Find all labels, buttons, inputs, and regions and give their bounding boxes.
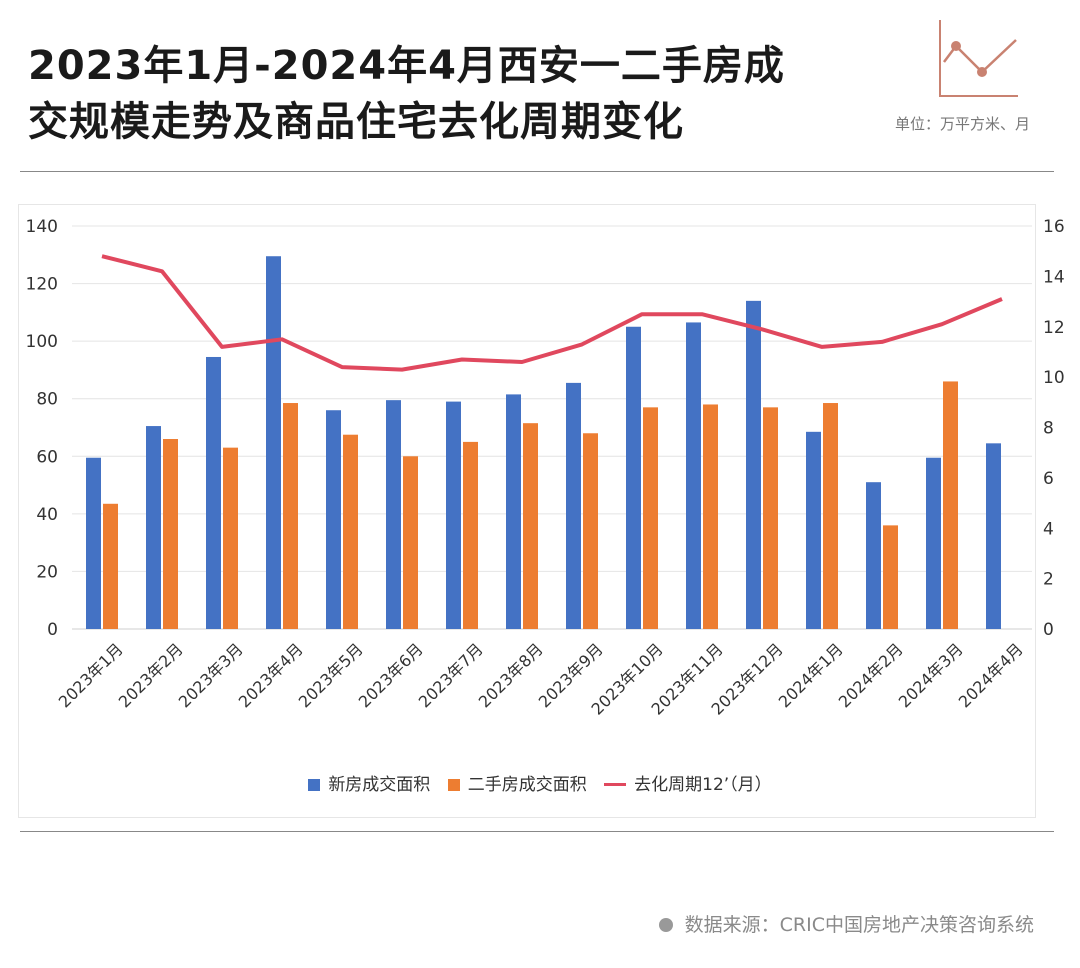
legend-label-second: 二手房成交面积 — [467, 775, 587, 795]
unit-label: 单位：万平方米、月 — [894, 115, 1030, 133]
bar-new-house — [206, 356, 221, 629]
bar-new-house — [326, 410, 341, 629]
header-divider — [20, 171, 1054, 172]
line-destock-cycle — [101, 254, 1003, 372]
y-right-tick-label: 2 — [1043, 570, 1054, 590]
y-right-tick-label: 16 — [1043, 217, 1065, 237]
source-dot-icon — [658, 918, 673, 932]
trend-logo-icon — [939, 20, 1018, 97]
bar-new-house — [926, 457, 941, 629]
y-left-tick-label: 60 — [36, 447, 58, 467]
legend-swatch-line — [604, 783, 627, 786]
bar-new-house — [386, 400, 401, 629]
title-line-2: 交规模走势及商品住宅去化周期变化 — [28, 99, 684, 145]
y-right-tick-label: 12 — [1043, 318, 1065, 338]
bar-new-house — [626, 326, 641, 629]
bar-new-house — [506, 394, 521, 629]
page-title: 2023年1月-2024年4月西安一二手房成 交规模走势及商品住宅去化周期变化 — [28, 38, 908, 150]
source-text: 数据来源：CRIC中国房地产决策咨询系统 — [684, 914, 1034, 936]
y-left-tick-label: 80 — [36, 390, 58, 410]
bar-new-house — [806, 431, 821, 629]
y-left-tick-label: 140 — [26, 217, 58, 237]
bar-new-house — [686, 322, 701, 629]
y-left-tick-label: 100 — [26, 332, 58, 352]
legend-label-line: 去化周期12’（月） — [634, 775, 772, 795]
x-tick-label: 2024年4月 — [955, 639, 1027, 711]
bar-second-hand — [583, 433, 598, 629]
bar-second-hand — [943, 381, 958, 629]
legend-swatch-new — [308, 779, 321, 791]
bar-new-house — [866, 482, 881, 629]
legend-item-new: 新房成交面积 — [308, 770, 430, 795]
y-left-tick-label: 40 — [36, 505, 58, 525]
bar-new-house — [86, 457, 101, 629]
bar-second-hand — [343, 434, 358, 629]
bar-second-hand — [763, 407, 778, 629]
y-left-tick-label: 0 — [47, 620, 58, 640]
bar-second-hand — [643, 407, 658, 629]
legend-item-line: 去化周期12’（月） — [604, 770, 772, 795]
title-line-1: 2023年1月-2024年4月西安一二手房成 — [28, 43, 785, 89]
bar-new-house — [266, 256, 281, 629]
bar-second-hand — [463, 441, 478, 629]
y-right-tick-label: 10 — [1043, 368, 1065, 388]
bar-second-hand — [283, 403, 298, 629]
bar-new-house — [986, 443, 1001, 629]
bar-new-house — [146, 426, 161, 629]
legend-swatch-second — [447, 779, 460, 791]
y-right-tick-label: 0 — [1043, 620, 1054, 640]
y-left-tick-label: 120 — [26, 275, 58, 295]
source-note: 数据来源：CRIC中国房地产决策咨询系统 — [658, 910, 1034, 937]
bar-new-house — [566, 382, 581, 629]
bar-new-house — [746, 300, 761, 629]
y-left-tick-label: 20 — [36, 562, 58, 582]
y-right-tick-label: 14 — [1043, 267, 1065, 287]
bar-second-hand — [163, 439, 178, 629]
bar-second-hand — [883, 525, 898, 629]
y-right-tick-label: 6 — [1043, 469, 1054, 489]
bar-second-hand — [823, 403, 838, 629]
bar-second-hand — [403, 456, 418, 629]
legend-item-second: 二手房成交面积 — [447, 770, 587, 795]
footer-divider — [20, 831, 1054, 832]
chart-legend: 新房成交面积 二手房成交面积 去化周期12’（月） — [0, 770, 1080, 795]
bar-new-house — [446, 401, 461, 629]
bar-second-hand — [523, 423, 538, 629]
legend-label-new: 新房成交面积 — [328, 775, 431, 795]
bar-second-hand — [703, 404, 718, 629]
bar-second-hand — [103, 503, 118, 629]
bar-second-hand — [223, 447, 238, 629]
y-right-tick-label: 4 — [1043, 519, 1054, 539]
y-right-tick-label: 8 — [1043, 419, 1054, 439]
